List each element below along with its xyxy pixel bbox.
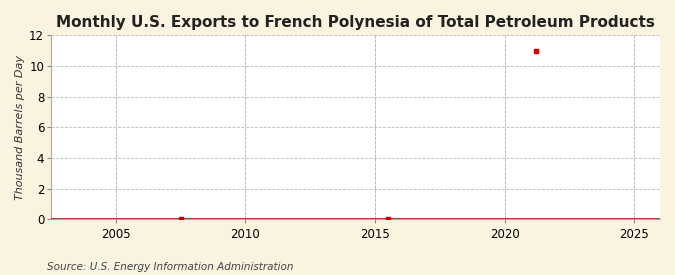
Point <box>531 48 541 53</box>
Title: Monthly U.S. Exports to French Polynesia of Total Petroleum Products: Monthly U.S. Exports to French Polynesia… <box>56 15 655 30</box>
Point <box>383 216 394 221</box>
Point <box>176 216 186 221</box>
Text: Source: U.S. Energy Information Administration: Source: U.S. Energy Information Administ… <box>47 262 294 272</box>
Y-axis label: Thousand Barrels per Day: Thousand Barrels per Day <box>15 55 25 200</box>
